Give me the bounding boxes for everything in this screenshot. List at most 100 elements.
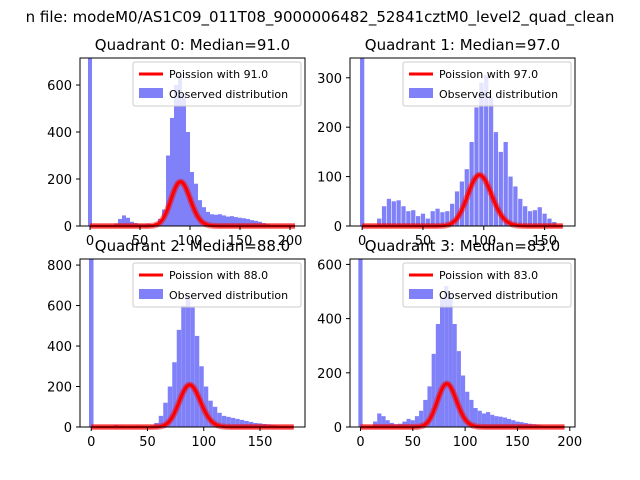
x-tick-label: 200 [557, 435, 582, 450]
histogram-bar [460, 375, 466, 427]
histogram-bar [167, 386, 173, 427]
histogram-bar [210, 214, 214, 226]
histogram-bar [465, 391, 470, 427]
y-tick-label: 0 [64, 421, 72, 436]
histogram-bar [494, 416, 499, 427]
histogram-bar [547, 218, 552, 226]
legend-hist-label: Observed distribution [439, 289, 558, 302]
histogram-bar [448, 294, 453, 427]
x-tick-label: 0 [86, 234, 94, 249]
histogram-bar [401, 206, 406, 226]
x-tick-label: 50 [132, 234, 149, 249]
histogram-bar [214, 214, 218, 226]
x-tick-label: 50 [415, 234, 432, 249]
histogram-bar [511, 420, 516, 427]
histogram-bar [377, 218, 382, 226]
histogram-bar [217, 412, 222, 427]
histogram-bar [163, 402, 168, 427]
histogram-bar [122, 215, 126, 226]
histogram-bar [503, 142, 508, 226]
histogram-bar [396, 200, 401, 226]
y-tick-label: 100 [317, 171, 342, 186]
histogram-bar [170, 117, 174, 226]
histogram-bar [406, 211, 411, 226]
histogram-bar [415, 216, 421, 226]
x-tick-label: 0 [358, 234, 366, 249]
histogram-bar [488, 97, 494, 226]
histogram-bar [444, 286, 449, 427]
quadrant-0-title: Quadrant 0: Median=91.0 [95, 36, 290, 54]
histogram-bar [172, 362, 177, 427]
quadrant-0-chart: 0 50 100 150 200 0 200 400 600 Quadrant 0: Media… [47, 36, 306, 249]
histogram-bar [391, 201, 396, 226]
histogram-bar [226, 416, 231, 427]
histogram-bar [221, 415, 227, 427]
quadrant-1-chart: 0 50 100 150 0 100 200 300 Quadrant 1: Median=9… [317, 36, 576, 249]
x-tick-label: 50 [139, 435, 156, 450]
histogram-bar [230, 216, 234, 226]
histogram-bar [212, 406, 218, 427]
histogram-bar [486, 412, 491, 427]
histogram-bar [202, 207, 206, 226]
axes-frame [349, 258, 576, 428]
histogram-bar [158, 415, 164, 427]
histogram-bar [490, 414, 495, 427]
quadrant-0-legend: Poission with 91.0 Observed distribution [132, 61, 302, 107]
legend-hist-label: Observed distribution [169, 88, 288, 101]
y-tick-label: 600 [317, 258, 342, 273]
histogram-bar [450, 203, 455, 226]
histogram-bar [435, 324, 440, 427]
histogram-bar [176, 329, 182, 427]
histogram-bar [218, 214, 222, 226]
histogram-bar [381, 206, 387, 226]
histogram-bar [484, 75, 489, 226]
legend-fit-label: Poission with 91.0 [169, 68, 268, 81]
histogram-bar [377, 413, 382, 427]
histogram-bar [481, 413, 487, 427]
histogram-bar [518, 198, 523, 226]
quadrant-3-title: Quadrant 3: Median=83.0 [365, 237, 560, 255]
legend-fit-label: Poission with 83.0 [439, 269, 538, 282]
x-tick-label: 150 [532, 234, 557, 249]
histogram-bar [508, 176, 513, 226]
legend-hist-label: Observed distribution [169, 289, 288, 302]
histogram-bar [234, 217, 238, 226]
histogram-bar [126, 217, 130, 226]
y-tick-label: 400 [47, 126, 72, 141]
histogram-spike-bar [89, 259, 94, 427]
histogram-bar [440, 212, 445, 226]
histogram-bar [440, 296, 445, 427]
histogram-bar [118, 218, 122, 226]
legend-hist-label: Observed distribution [439, 88, 558, 101]
legend-fit-label: Poission with 97.0 [439, 68, 538, 81]
y-tick-label: 0 [334, 421, 342, 436]
quadrant-3-chart: 0 50 100 150 200 0 200 400 600 Quadrant 3: Media… [317, 237, 582, 450]
x-tick-label: 100 [178, 234, 203, 249]
histogram-bar [435, 208, 440, 226]
histogram-bar [445, 211, 450, 226]
y-tick-label: 200 [317, 121, 342, 136]
y-tick-label: 200 [47, 381, 72, 396]
x-tick-label: 0 [87, 435, 95, 450]
y-tick-label: 0 [64, 220, 72, 235]
legend-frame [132, 61, 302, 107]
quadrant-3-marks: 0 50 100 150 200 0 200 400 600 [317, 258, 582, 450]
histogram-bar [452, 324, 457, 427]
y-tick-label: 400 [47, 340, 72, 355]
histogram-bar [456, 351, 461, 427]
histogram-bar [166, 155, 170, 226]
quadrant-1-legend: Poission with 97.0 Observed distribution [402, 61, 572, 107]
histogram-bar [423, 399, 428, 427]
histogram-bar [238, 217, 242, 226]
histogram-bar [242, 218, 246, 226]
legend-hist-swatch [409, 289, 433, 299]
histogram-bar [537, 207, 542, 226]
histogram-bar [385, 420, 390, 427]
y-tick-label: 300 [317, 72, 342, 87]
legend-frame [402, 61, 572, 107]
y-tick-label: 0 [334, 220, 342, 235]
histogram-bar [178, 75, 182, 226]
histogram-bar [420, 213, 426, 226]
histogram-bar [473, 408, 478, 427]
y-tick-label: 600 [47, 300, 72, 315]
